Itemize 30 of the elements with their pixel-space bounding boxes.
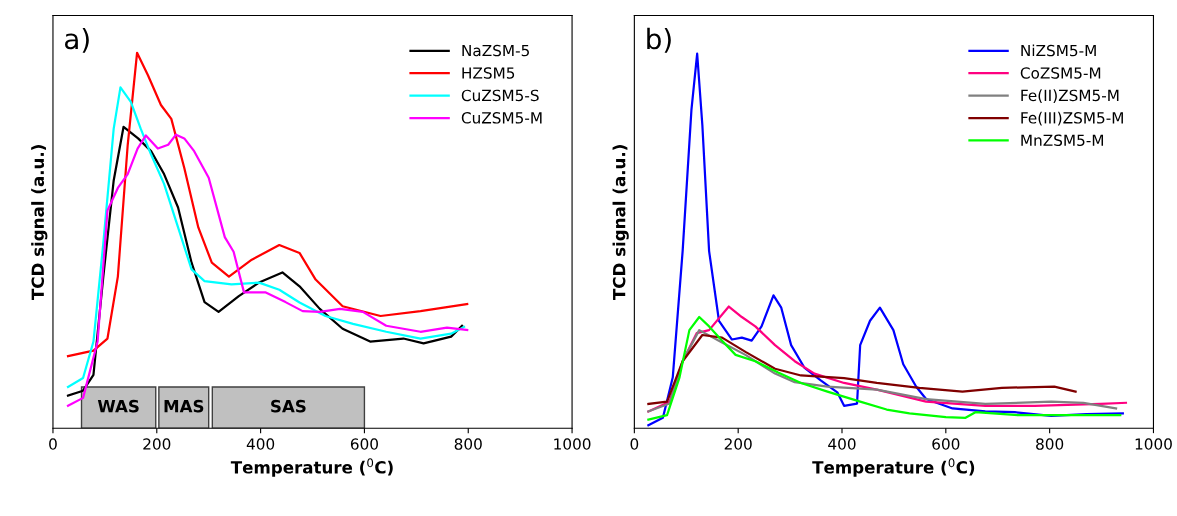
y-axis-title: TCD signal (a.u.) <box>612 145 629 301</box>
legend-label: NaZSM-5 <box>462 44 529 57</box>
legend-label: HZSM5 <box>462 67 515 79</box>
band-label: WAS <box>97 399 139 413</box>
legend-label: Fe(II)ZSM5-M <box>1021 89 1119 103</box>
chart-title: a) <box>65 27 89 53</box>
x-tick-label: 0 <box>630 438 639 450</box>
x-tick-label: 600 <box>932 438 960 450</box>
x-tick-label: 0 <box>49 438 57 450</box>
x-tick-label: 1000 <box>554 438 591 450</box>
band-label: MAS <box>164 399 204 413</box>
legend-label: Fe(III)ZSM5-M <box>1021 111 1123 126</box>
x-tick-label: 800 <box>454 438 482 450</box>
x-tick-label: 200 <box>143 438 171 450</box>
x-axis-title: Temperature ($^{0}$C) <box>230 458 393 477</box>
x-tick-label: 400 <box>828 438 856 450</box>
legend-label: CoZSM5-M <box>1020 67 1101 79</box>
x-tick-label: 1000 <box>1135 438 1172 450</box>
legend-label: NiZSM5-M <box>1021 44 1096 57</box>
band-label: SAS <box>271 399 306 413</box>
legend-label: CuZSM5-M <box>461 112 542 124</box>
x-tick-label: 800 <box>1036 438 1064 450</box>
chart-title: b) <box>647 27 671 53</box>
legend-label: CuZSM5-S <box>461 89 539 102</box>
y-axis-title: TCD signal (a.u.) <box>31 145 48 301</box>
legend-label: MnZSM5-M <box>1021 134 1104 147</box>
x-tick-label: 600 <box>350 438 378 450</box>
x-axis-title: Temperature ($^{0}$C) <box>812 458 975 477</box>
x-tick-label: 200 <box>724 438 752 450</box>
x-tick-label: 400 <box>246 438 275 450</box>
